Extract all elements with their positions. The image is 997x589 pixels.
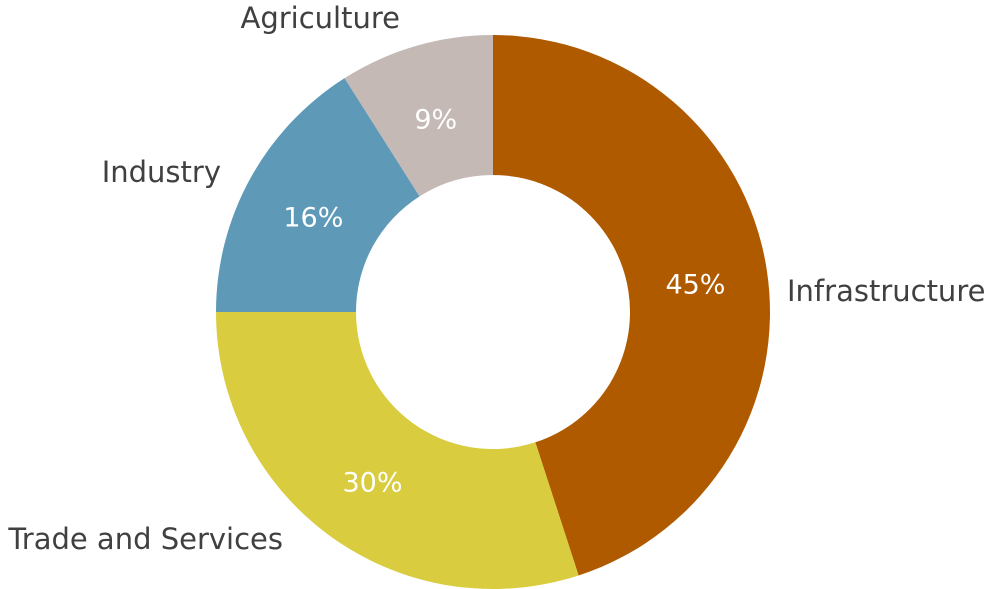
category-label: Agriculture	[241, 1, 401, 35]
donut-slice	[493, 35, 770, 576]
category-label: Industry	[102, 155, 221, 189]
donut-slice	[344, 35, 493, 197]
donut-slice	[215, 312, 579, 589]
value-label: 16%	[283, 203, 343, 234]
category-label: Trade and Services	[7, 522, 283, 556]
value-label: 9%	[414, 105, 457, 136]
value-label: 45%	[665, 269, 725, 300]
category-label: Infrastructure	[787, 274, 985, 308]
donut-slice	[216, 78, 420, 313]
value-label: 30%	[342, 467, 402, 498]
